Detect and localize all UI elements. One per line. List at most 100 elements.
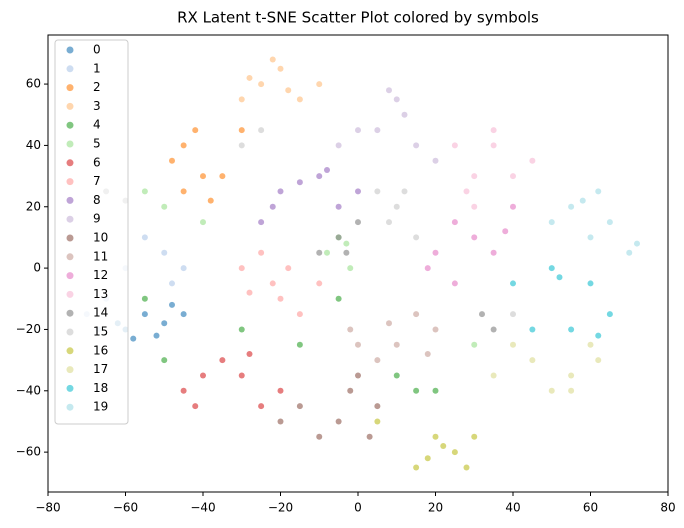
point [413,234,420,241]
x-tick-label: 0 [354,501,362,515]
point [161,203,168,210]
point [451,142,458,149]
point [238,142,245,149]
point [335,203,342,210]
legend-label: 9 [93,212,101,226]
x-tick-label: −20 [268,501,293,515]
point [510,173,516,180]
point [200,219,206,226]
point [386,320,392,327]
point [200,372,206,379]
legend-marker [66,178,74,186]
y-tick-label: 40 [26,138,41,152]
point [510,280,516,287]
point [490,142,497,149]
x-tick-label: −40 [190,501,215,515]
point [471,173,478,180]
point [285,265,292,272]
point [269,280,276,287]
point [355,188,361,195]
legend-marker [66,102,74,110]
point [269,56,276,63]
point [355,341,361,348]
point [424,455,431,462]
point [386,87,392,94]
point [451,449,458,456]
legend-marker [66,272,74,280]
legend-label: 15 [93,325,108,339]
legend-label: 18 [93,381,108,395]
point [324,249,330,256]
point [343,240,350,247]
point [393,96,400,103]
point [141,295,148,302]
point [595,188,602,195]
point [277,188,284,195]
legend-label: 12 [93,268,108,282]
point [529,357,536,364]
point [413,387,420,394]
point [277,65,284,72]
point [451,280,458,287]
x-tick-label: −60 [113,501,138,515]
point [510,311,516,318]
legend-label: 2 [93,80,101,94]
point [258,81,265,88]
point [401,188,408,195]
point [153,332,160,339]
point [355,127,361,134]
point [335,295,342,302]
point [335,142,342,149]
point [296,403,303,410]
plot-frame [47,34,669,493]
legend-label: 7 [93,174,101,188]
point [510,341,516,348]
point [432,249,439,256]
point [141,188,148,195]
point [432,387,439,394]
point [180,188,187,195]
legend-label: 11 [93,249,108,263]
legend-marker [66,384,74,392]
point [568,372,575,379]
point [587,280,594,287]
point [413,311,420,318]
point [161,249,168,256]
point [219,173,226,180]
point [335,234,342,241]
point [161,320,168,327]
legend-label: 0 [93,43,101,57]
point [529,326,536,333]
legend-marker [66,328,74,336]
point [556,274,563,281]
legend-marker [66,403,74,411]
point [355,372,361,379]
point [502,228,509,235]
point [548,387,555,394]
point [324,166,330,173]
point [246,350,253,357]
point [180,311,187,318]
legend-label: 14 [93,306,108,320]
legend-marker [66,159,74,167]
point [413,464,420,471]
point [258,127,265,134]
point [413,142,420,149]
point [335,418,342,425]
point [180,142,187,149]
point [246,289,253,296]
point [277,387,284,394]
point [471,433,478,440]
point [316,81,323,88]
point [246,74,253,81]
point [169,157,175,164]
y-tick-label: 60 [26,77,41,91]
point [548,265,555,272]
point [296,341,303,348]
legend-label: 1 [93,61,101,75]
point [595,332,602,339]
x-tick-label: −80 [35,501,60,515]
point [296,179,303,186]
